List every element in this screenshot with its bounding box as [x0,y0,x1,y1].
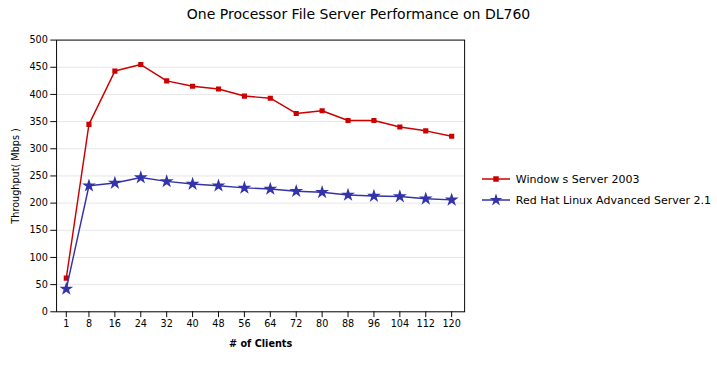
svg-text:8: 8 [86,318,92,329]
svg-text:96: 96 [368,318,380,329]
svg-text:200: 200 [29,197,47,208]
html-text:Red Hat Linux Advanced Server: Red Hat Linux Advanced Server 2.1 [515,194,711,207]
svg-text:Throughput( Mbps ): Throughput( Mbps ) [10,128,21,224]
svg-text:104: 104 [391,318,409,329]
svg-text:112: 112 [417,318,435,329]
svg-text:32: 32 [161,318,173,329]
svg-text:120: 120 [442,318,460,329]
svg-text:40: 40 [186,318,198,329]
svg-text:350: 350 [29,116,47,127]
svg-text:72: 72 [290,318,302,329]
html-text:Window s Server 2003: Window s Server 2003 [515,173,640,186]
svg-text:16: 16 [109,318,121,329]
svg-text:150: 150 [29,224,47,235]
svg-text:0: 0 [42,306,48,317]
svg-text:80: 80 [316,318,328,329]
svg-text:24: 24 [135,318,147,329]
svg-text:300: 300 [29,143,47,154]
svg-text:450: 450 [29,61,47,72]
svg-text:400: 400 [29,89,47,100]
svg-text:500: 500 [29,34,47,45]
svg-text:48: 48 [212,318,224,329]
svg-text:88: 88 [342,318,354,329]
svg-text:64: 64 [264,318,276,329]
html-text:One Processor File Server Perf: One Processor File Server Performance on… [186,6,531,22]
svg-text:250: 250 [29,170,47,181]
svg-text:56: 56 [238,318,250,329]
svg-text:100: 100 [29,252,47,263]
svg-text:# of Clients: # of Clients [229,338,292,349]
svg-text:1: 1 [63,318,69,329]
svg-text:50: 50 [36,279,48,290]
